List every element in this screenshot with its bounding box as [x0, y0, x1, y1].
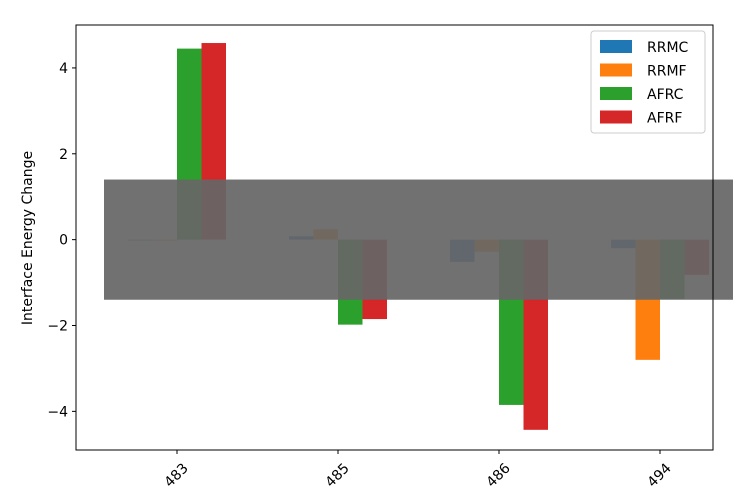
x-tick-label: 485	[323, 460, 353, 490]
legend-swatch-rrmc	[600, 40, 632, 53]
legend-label-rrmf: RRMF	[647, 64, 687, 80]
y-tick-label: −4	[47, 404, 68, 420]
legend-swatch-afrf	[600, 110, 632, 124]
y-tick-label: −2	[47, 319, 68, 335]
y-tick-label: 4	[59, 61, 68, 77]
legend: RRMC RRMF AFRC AFRF	[590, 30, 706, 134]
shaded-band	[104, 179, 733, 300]
plot-frame	[75, 24, 714, 451]
y-axis-label: Interface Energy Change	[20, 151, 36, 325]
y-tick-label: 2	[59, 147, 68, 163]
legend-swatch-rrmf	[600, 63, 632, 77]
legend-label-rrmc: RRMC	[647, 40, 689, 56]
x-tick-label: 494	[645, 460, 675, 490]
x-tick-label: 483	[162, 460, 192, 490]
x-tick-label: 486	[484, 460, 514, 490]
legend-swatch-afrc	[600, 87, 632, 100]
legend-label-afrc: AFRC	[647, 87, 684, 103]
y-tick-label: 0	[59, 233, 68, 249]
legend-label-afrf: AFRF	[647, 111, 682, 127]
legend-box	[590, 30, 706, 134]
shaded-band-layer	[104, 179, 733, 300]
